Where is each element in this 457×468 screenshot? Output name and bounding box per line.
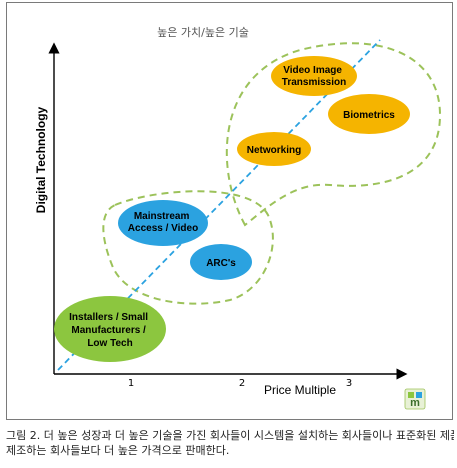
node-networking: Networking: [237, 132, 311, 166]
svg-text:Video Image Transmission: Video Image Transmission: [282, 65, 346, 88]
svg-text:Installers / Small Manuf: Installers / Small Manufacturers / Low T…: [69, 312, 151, 349]
caption-line-1: 그림 2. 더 높은 성장과 더 높은 기술을 가진 회사들이 시스템을 설치하…: [6, 429, 454, 442]
node-label-line: ARC's: [206, 258, 236, 269]
upper-group-outline: [225, 42, 442, 227]
node-label-line: Installers / Small: [69, 312, 148, 323]
node-label-line: Transmission: [282, 77, 346, 88]
node-mainstream-access-video: Mainstream Access / Video: [118, 200, 208, 246]
svg-text:Mainstream Access / Vide: Mainstream Access / Video: [128, 211, 198, 234]
x-axis-label: Price Multiple: [264, 383, 336, 397]
node-label-line: Networking: [247, 145, 301, 156]
node-biometrics: Biometrics: [328, 94, 410, 134]
node-label-line: Mainstream: [134, 211, 190, 222]
node-installers-small-manufacturers: Installers / Small Manufacturers / Low T…: [54, 296, 166, 362]
logo-letter: m: [410, 397, 420, 409]
figure-caption: 그림 2. 더 높은 성장과 더 높은 기술을 가진 회사들이 시스템을 설치하…: [6, 428, 454, 458]
node-label-line: Biometrics: [343, 110, 395, 121]
node-arcs: ARC's: [190, 244, 252, 280]
x-tick-label: 3: [346, 378, 352, 389]
lower-group-outline: [102, 190, 274, 305]
node-label-line: Low Tech: [87, 338, 132, 349]
x-tick-label: 2: [239, 378, 245, 389]
y-axis-label: Digital Technology: [34, 106, 48, 213]
x-tick-label: 1: [128, 378, 134, 389]
node-video-image-transmission: Video Image Transmission: [271, 56, 357, 96]
diagram-title: 높은 가치/높은 기술: [157, 26, 249, 39]
node-label-line: Video Image: [283, 65, 342, 76]
node-label-line: Manufacturers /: [71, 325, 146, 336]
node-label-line: Access / Video: [128, 223, 198, 234]
caption-line-2: 제조하는 회사들보다 더 높은 가격으로 판매한다.: [6, 444, 230, 457]
publisher-logo: m: [404, 388, 426, 410]
